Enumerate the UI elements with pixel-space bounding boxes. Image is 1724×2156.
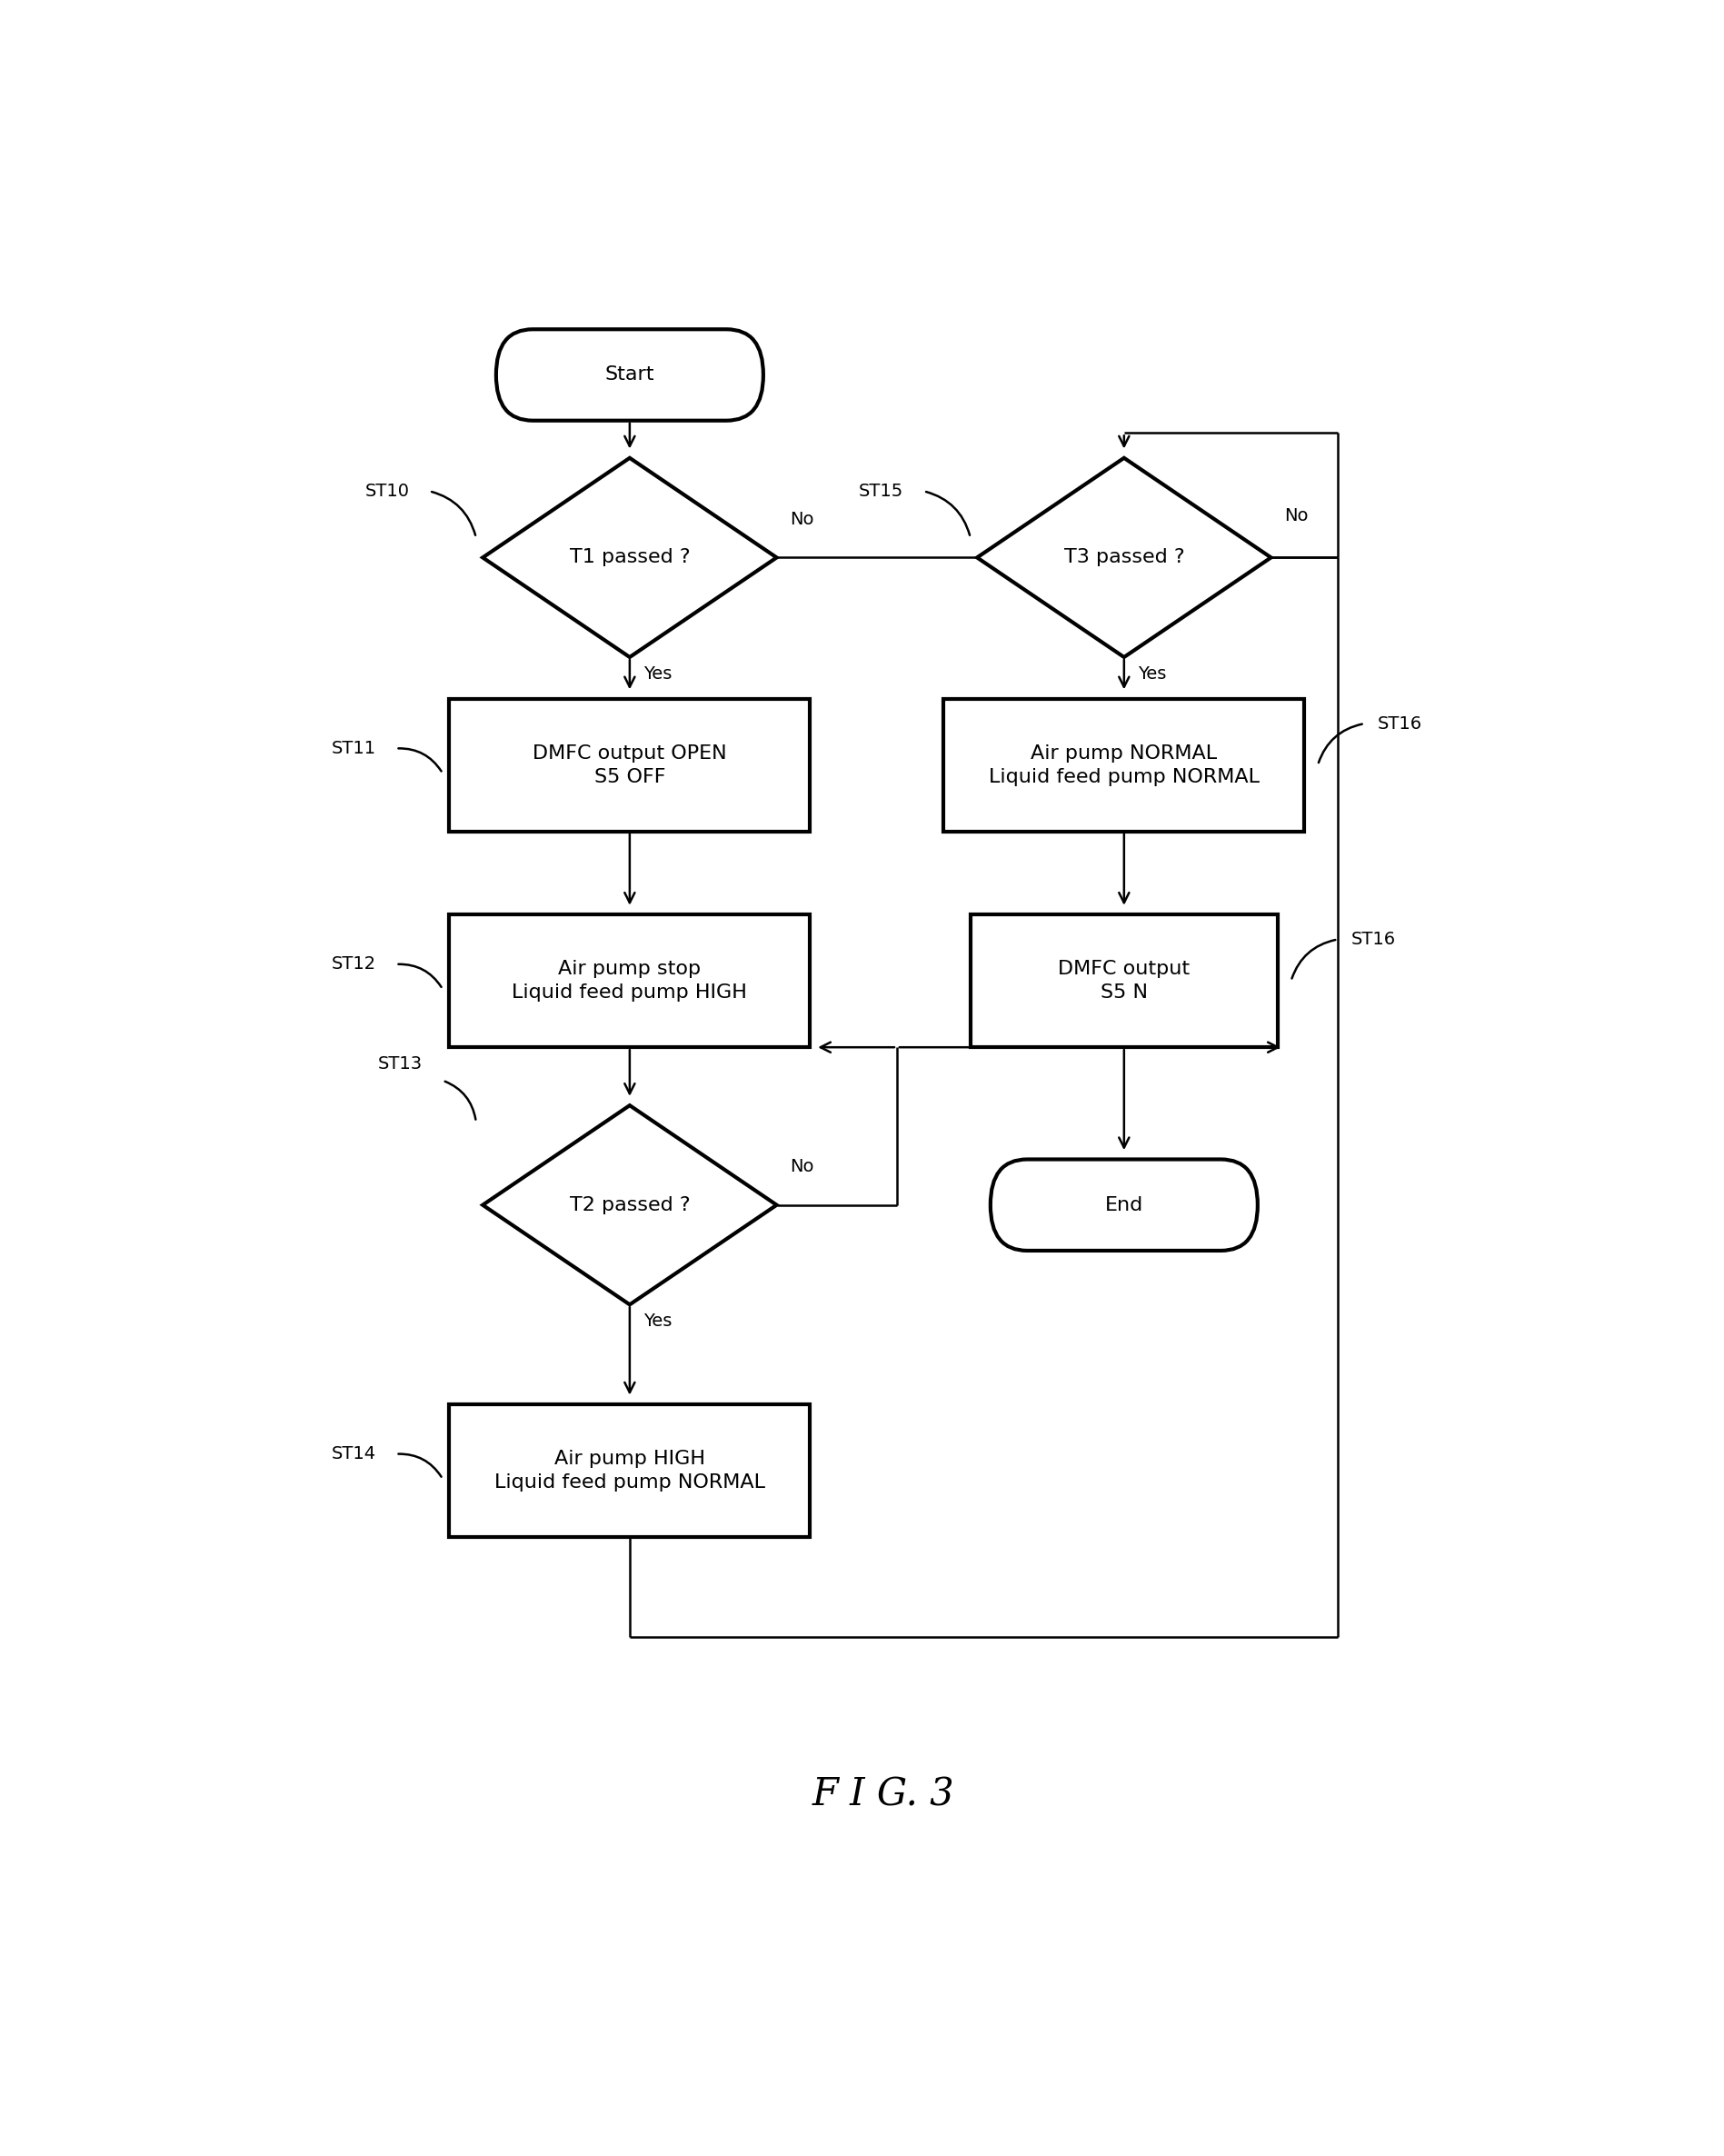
FancyBboxPatch shape — [991, 1160, 1259, 1250]
Polygon shape — [483, 457, 776, 658]
Bar — [943, 699, 1305, 832]
Bar — [450, 914, 810, 1048]
Text: F I G. 3: F I G. 3 — [812, 1774, 955, 1813]
Text: Yes: Yes — [643, 1313, 672, 1330]
Text: No: No — [790, 511, 814, 528]
Text: T3 passed ?: T3 passed ? — [1064, 548, 1184, 567]
Text: ST14: ST14 — [331, 1445, 376, 1462]
Text: Air pump stop
Liquid feed pump HIGH: Air pump stop Liquid feed pump HIGH — [512, 959, 746, 1003]
Text: ST12: ST12 — [331, 955, 376, 972]
Text: ST16: ST16 — [1377, 716, 1422, 733]
Text: End: End — [1105, 1197, 1143, 1214]
Text: DMFC output
S5 N: DMFC output S5 N — [1059, 959, 1190, 1003]
Polygon shape — [978, 457, 1271, 658]
Text: No: No — [790, 1158, 814, 1175]
Bar — [450, 1404, 810, 1537]
Text: Yes: Yes — [643, 666, 672, 683]
Text: Start: Start — [605, 367, 655, 384]
Text: T2 passed ?: T2 passed ? — [569, 1197, 690, 1214]
Text: No: No — [1284, 507, 1309, 524]
Text: T1 passed ?: T1 passed ? — [569, 548, 690, 567]
Text: ST15: ST15 — [859, 483, 903, 500]
Text: DMFC output OPEN
S5 OFF: DMFC output OPEN S5 OFF — [533, 744, 728, 787]
Polygon shape — [483, 1106, 776, 1304]
Text: ST13: ST13 — [378, 1054, 422, 1072]
Text: ST11: ST11 — [331, 740, 376, 757]
FancyBboxPatch shape — [497, 330, 764, 420]
Bar — [450, 699, 810, 832]
Text: ST10: ST10 — [365, 483, 409, 500]
Text: Air pump NORMAL
Liquid feed pump NORMAL: Air pump NORMAL Liquid feed pump NORMAL — [988, 744, 1260, 787]
Text: Yes: Yes — [1138, 666, 1165, 683]
Text: ST16: ST16 — [1352, 931, 1396, 949]
Text: Air pump HIGH
Liquid feed pump NORMAL: Air pump HIGH Liquid feed pump NORMAL — [495, 1449, 765, 1492]
Bar — [971, 914, 1277, 1048]
